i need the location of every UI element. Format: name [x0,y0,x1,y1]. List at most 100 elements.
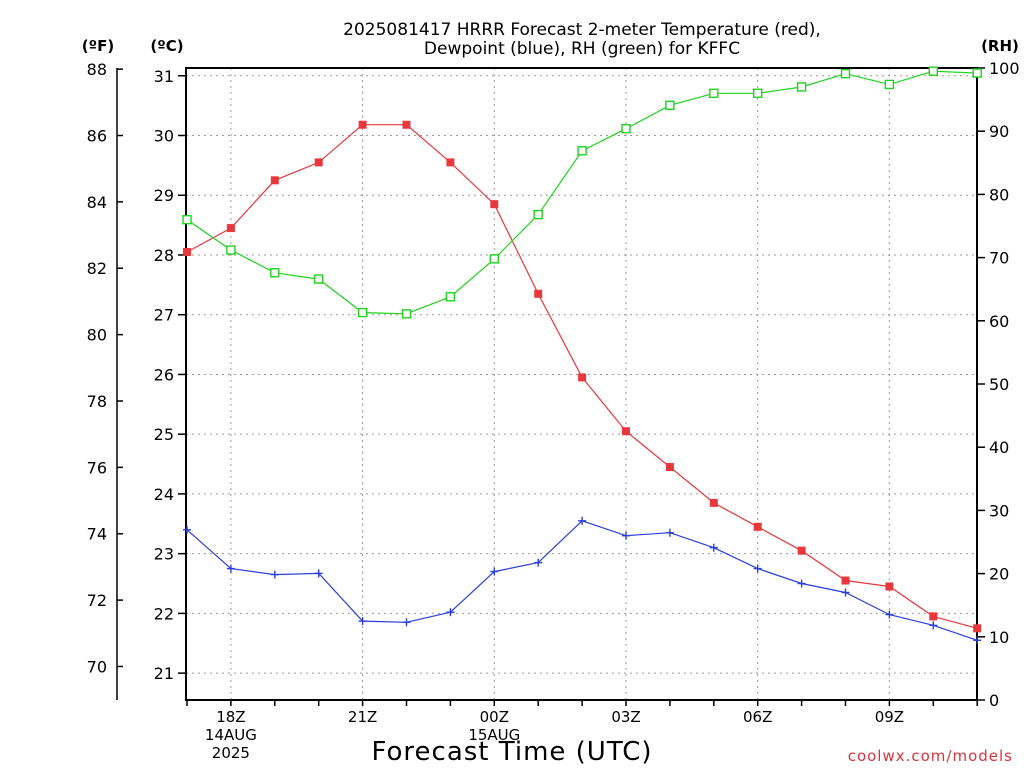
chart-title-line1: 2025081417 HRRR Forecast 2-meter Tempera… [343,20,821,40]
x-tick-label: 21Z [348,708,377,726]
temperature-point [885,582,894,591]
dewpoint-point [358,617,367,626]
rh-point [621,123,631,134]
rh-tick-label: 80 [989,185,1009,204]
temperature-point [358,120,367,129]
dewpoint-point [885,610,894,619]
temperature-point [753,522,762,531]
temperature-point [402,120,411,129]
dewpoint-point [973,636,982,645]
rh-line [186,70,978,315]
rh-tick-label: 50 [989,375,1009,394]
f-tick-label: 78 [87,392,107,411]
rh-point [928,66,938,76]
x-tick-label: 2025 [212,744,250,762]
c-tick-label: 30 [154,127,174,146]
f-tick-label: 88 [87,60,107,79]
x-tick-label: 00Z [480,708,509,726]
x-tick-label: 09Z [875,708,904,726]
temperature-point [183,247,191,256]
temperature-point [973,624,982,633]
f-tick-label: 84 [87,193,107,212]
dewpoint-point [929,621,938,630]
rh-tick-label: 60 [989,312,1009,331]
rh-point [489,254,499,264]
temperature-point [490,200,499,209]
rh-point [357,307,368,318]
dewpoint-point [314,569,323,578]
c-tick-label: 28 [154,246,174,265]
f-tick-label: 82 [87,259,107,278]
rh-tick-label: 90 [989,122,1009,141]
dewpoint-point [753,564,762,573]
dewpoint-point [622,531,630,540]
temperature-point [929,612,938,621]
f-tick-label: 86 [87,127,107,146]
dewpoint-point [226,564,235,573]
f-tick-label: 74 [87,525,107,544]
x-tick-label: 15AUG [468,726,520,744]
rh-tick-label: 40 [989,438,1009,457]
temperature-point [314,158,323,167]
temperature-point [665,463,674,472]
c-tick-label: 27 [154,306,174,325]
temperature-point [841,576,850,585]
series-temperature [183,120,982,633]
x-axis-title: Forecast Time (UTC) [371,737,652,767]
temperature-point [797,546,806,555]
dewpoint-line [186,520,978,641]
dewpoint-point [665,528,674,537]
rh-point [182,214,192,225]
rh-point [270,268,280,278]
rh-point [709,88,719,98]
temperature-point [446,158,455,167]
x-tick-label: 14AUG [205,726,257,744]
series-dewpoint [183,516,982,645]
temperature-point [578,373,587,382]
c-tick-label: 26 [154,365,174,384]
rh-tick-label: 0 [989,691,999,710]
fahrenheit-unit-label: (ºF) [82,37,114,55]
dewpoint-point [797,579,806,588]
dewpoint-point [534,558,543,567]
axes: 21 22 23 24 25 26 27 28 29 30 31 70 72 74 76 78 80 82 84 86… [87,59,1020,762]
f-tick-label: 72 [87,591,107,610]
dewpoint-point [402,618,411,627]
temperature-point [622,427,630,436]
f-tick-label: 70 [87,657,107,676]
x-tick-label: 18Z [216,708,245,726]
rh-point [972,68,982,78]
c-tick-label: 31 [154,67,174,86]
dewpoint-point [841,588,850,597]
x-tick-label: 03Z [611,708,640,726]
c-tick-label: 23 [154,545,174,564]
rh-point [577,146,587,156]
rh-unit-label: (RH) [981,37,1019,55]
dewpoint-point [446,608,455,617]
rh-tick-label: 100 [989,59,1020,78]
rh-point [533,209,543,220]
c-tick-label: 25 [154,425,174,444]
rh-point [314,274,324,284]
dewpoint-point [183,525,191,534]
temperature-point [709,498,718,507]
data-series [182,66,982,645]
dewpoint-point [709,543,718,552]
temperature-point [534,289,543,298]
rh-point [796,82,807,92]
rh-point [401,309,412,319]
c-tick-label: 21 [154,664,174,683]
grid-lines [186,68,977,700]
temperature-point [270,176,279,185]
f-tick-label: 76 [87,458,107,477]
rh-point [753,88,763,98]
rh-point [226,245,236,255]
c-tick-label: 24 [154,485,174,504]
rh-tick-label: 20 [989,565,1009,584]
x-tick-label: 06Z [743,708,772,726]
rh-point [665,100,675,110]
c-tick-label: 22 [154,604,174,623]
rh-tick-label: 10 [989,628,1009,647]
rh-point [840,68,851,79]
